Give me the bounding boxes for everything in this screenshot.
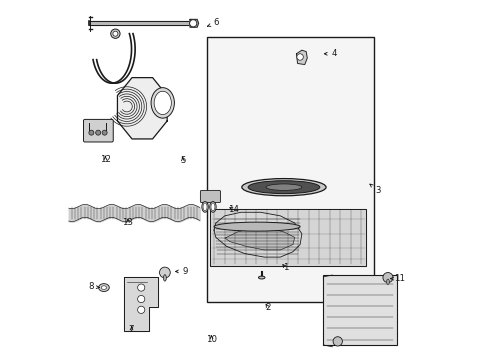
Circle shape: [296, 54, 303, 60]
Polygon shape: [124, 277, 158, 330]
Ellipse shape: [210, 203, 214, 211]
Ellipse shape: [203, 203, 206, 211]
Text: 8: 8: [88, 282, 99, 291]
Text: 10: 10: [205, 335, 217, 344]
Ellipse shape: [258, 276, 264, 279]
Ellipse shape: [163, 275, 166, 281]
Circle shape: [159, 267, 170, 278]
Ellipse shape: [151, 87, 174, 118]
Polygon shape: [210, 209, 366, 266]
Circle shape: [382, 273, 392, 283]
Text: 1: 1: [282, 264, 288, 273]
Bar: [323, 275, 396, 345]
Text: 13: 13: [122, 218, 133, 227]
Polygon shape: [224, 228, 294, 250]
Circle shape: [137, 296, 144, 303]
Circle shape: [96, 130, 101, 135]
Ellipse shape: [214, 222, 300, 231]
Circle shape: [89, 130, 94, 135]
Ellipse shape: [209, 202, 216, 212]
Ellipse shape: [202, 202, 208, 212]
Text: 6: 6: [207, 18, 218, 27]
Circle shape: [137, 306, 144, 314]
Ellipse shape: [247, 181, 319, 194]
Ellipse shape: [265, 184, 301, 190]
FancyBboxPatch shape: [83, 120, 113, 142]
Text: 14: 14: [227, 205, 238, 214]
Text: 3: 3: [369, 184, 380, 195]
Ellipse shape: [386, 279, 388, 284]
Circle shape: [102, 130, 107, 135]
Text: 4: 4: [324, 49, 336, 58]
Ellipse shape: [241, 179, 325, 196]
Polygon shape: [296, 50, 306, 64]
FancyBboxPatch shape: [200, 190, 220, 203]
Ellipse shape: [101, 286, 106, 289]
Text: 7: 7: [128, 325, 134, 334]
Circle shape: [113, 31, 118, 36]
Circle shape: [189, 20, 196, 27]
Circle shape: [137, 284, 144, 291]
Polygon shape: [117, 78, 167, 139]
Ellipse shape: [99, 284, 109, 292]
Bar: [206, 37, 373, 302]
Circle shape: [110, 29, 120, 39]
Text: 2: 2: [264, 303, 270, 312]
Text: 5: 5: [180, 156, 185, 165]
Polygon shape: [190, 19, 198, 27]
Text: 12: 12: [100, 155, 111, 164]
Circle shape: [332, 337, 342, 346]
Text: 9: 9: [175, 267, 187, 276]
Text: 11: 11: [390, 274, 404, 283]
Polygon shape: [214, 212, 301, 257]
Ellipse shape: [154, 91, 171, 114]
